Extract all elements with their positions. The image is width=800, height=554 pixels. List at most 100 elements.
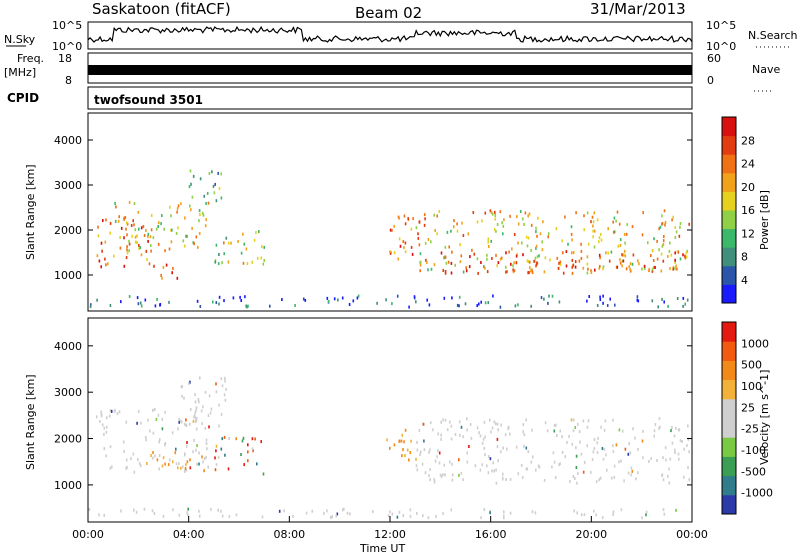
heatmap-cell <box>239 295 241 299</box>
heatmap-cell <box>193 414 196 418</box>
heatmap-cell <box>458 304 460 308</box>
heatmap-cell <box>181 385 184 389</box>
heatmap-cell <box>326 296 329 300</box>
heatmap-cell <box>601 447 604 450</box>
heatmap-cell <box>536 261 538 265</box>
heatmap-cell <box>168 247 171 251</box>
heatmap-cell <box>674 451 676 454</box>
heatmap-cell <box>621 429 624 433</box>
heatmap-cell <box>674 251 676 255</box>
heatmap-cell <box>185 463 187 467</box>
heatmap-cell <box>133 202 136 205</box>
heatmap-cell <box>122 440 125 444</box>
heatmap-cell <box>185 423 187 427</box>
heatmap-cell <box>517 472 520 476</box>
heatmap-cell <box>592 450 595 454</box>
heatmap-cell <box>552 451 555 455</box>
heatmap-cell <box>134 240 137 244</box>
heatmap-cell <box>484 266 486 270</box>
y-tick-label: 3000 <box>54 386 82 399</box>
heatmap-cell <box>393 224 395 228</box>
velocity-colorbar: 1000 500 100 25 -25 -100 -500 -1000 <box>721 321 773 515</box>
heatmap-cell <box>602 457 605 461</box>
colorbar-tick-label: -25 <box>741 423 759 436</box>
heatmap-cell <box>147 239 149 243</box>
heatmap-cell <box>145 229 147 232</box>
heatmap-cell <box>619 244 622 247</box>
heatmap-cell <box>440 437 442 441</box>
heatmap-cell <box>427 516 430 520</box>
heatmap-cell <box>593 509 595 513</box>
y-tick-label: 2000 <box>54 433 82 446</box>
heatmap-cell <box>346 511 349 515</box>
heatmap-cell <box>201 422 203 426</box>
heatmap-cell <box>220 377 223 381</box>
heatmap-cell <box>212 184 215 188</box>
heatmap-cell <box>558 261 560 265</box>
heatmap-cell <box>372 510 374 514</box>
heatmap-cell <box>612 513 614 516</box>
heatmap-cell <box>218 253 220 256</box>
heatmap-cell <box>599 298 602 301</box>
heatmap-cell <box>577 472 579 476</box>
heatmap-cell <box>662 242 665 246</box>
heatmap-cell <box>109 466 112 470</box>
heatmap-cell <box>139 464 142 468</box>
colorbar-swatch <box>722 360 736 381</box>
heatmap-cell <box>559 429 561 433</box>
heatmap-cell <box>559 263 562 266</box>
heatmap-cell <box>251 447 254 451</box>
heatmap-cell <box>674 448 676 452</box>
heatmap-cell <box>450 437 453 441</box>
heatmap-cell <box>450 261 453 265</box>
heatmap-cell <box>490 430 492 434</box>
heatmap-cell <box>643 264 646 268</box>
heatmap-cell <box>676 250 679 254</box>
heatmap-cell <box>138 247 140 251</box>
heatmap-cell <box>221 437 224 441</box>
heatmap-cell <box>572 251 575 254</box>
heatmap-cell <box>593 245 596 249</box>
heatmap-cell <box>558 300 561 304</box>
heatmap-cell <box>583 214 585 218</box>
heatmap-cell <box>117 219 120 223</box>
heatmap-cell <box>600 425 602 429</box>
heatmap-cell <box>679 439 682 443</box>
heatmap-cell <box>629 267 631 271</box>
heatmap-cell <box>352 299 355 303</box>
beam-title: Beam 02 <box>355 4 422 22</box>
heatmap-cell <box>491 257 493 260</box>
heatmap-cell <box>619 258 621 262</box>
heatmap-cell <box>652 249 654 253</box>
heatmap-cell <box>256 462 258 466</box>
heatmap-cell <box>123 449 125 453</box>
heatmap-cell <box>495 481 498 485</box>
heatmap-cell <box>157 225 159 228</box>
heatmap-cell <box>527 214 529 218</box>
freq-trace-band <box>88 65 692 75</box>
heatmap-cell <box>687 424 689 428</box>
heatmap-cell <box>679 225 681 229</box>
heatmap-cell <box>88 507 91 511</box>
heatmap-cell <box>102 219 104 222</box>
heatmap-cell <box>404 428 407 432</box>
heatmap-cell <box>437 432 439 436</box>
heatmap-cell <box>602 265 605 269</box>
heatmap-cell <box>150 454 152 457</box>
heatmap-cell <box>175 462 178 466</box>
heatmap-cell <box>178 420 180 424</box>
heatmap-cell <box>181 394 183 398</box>
heatmap-cell <box>605 453 607 457</box>
heatmap-cell <box>618 428 621 432</box>
heatmap-cell <box>403 214 406 218</box>
heatmap-cell <box>531 268 533 272</box>
heatmap-cell <box>201 211 204 215</box>
heatmap-cell <box>575 466 578 469</box>
heatmap-cell <box>203 194 205 198</box>
heatmap-cell <box>199 213 201 217</box>
heatmap-cell <box>278 509 281 513</box>
heatmap-cell <box>243 242 246 246</box>
heatmap-cell <box>495 253 497 257</box>
heatmap-cell <box>198 219 200 223</box>
heatmap-cell <box>543 478 546 482</box>
